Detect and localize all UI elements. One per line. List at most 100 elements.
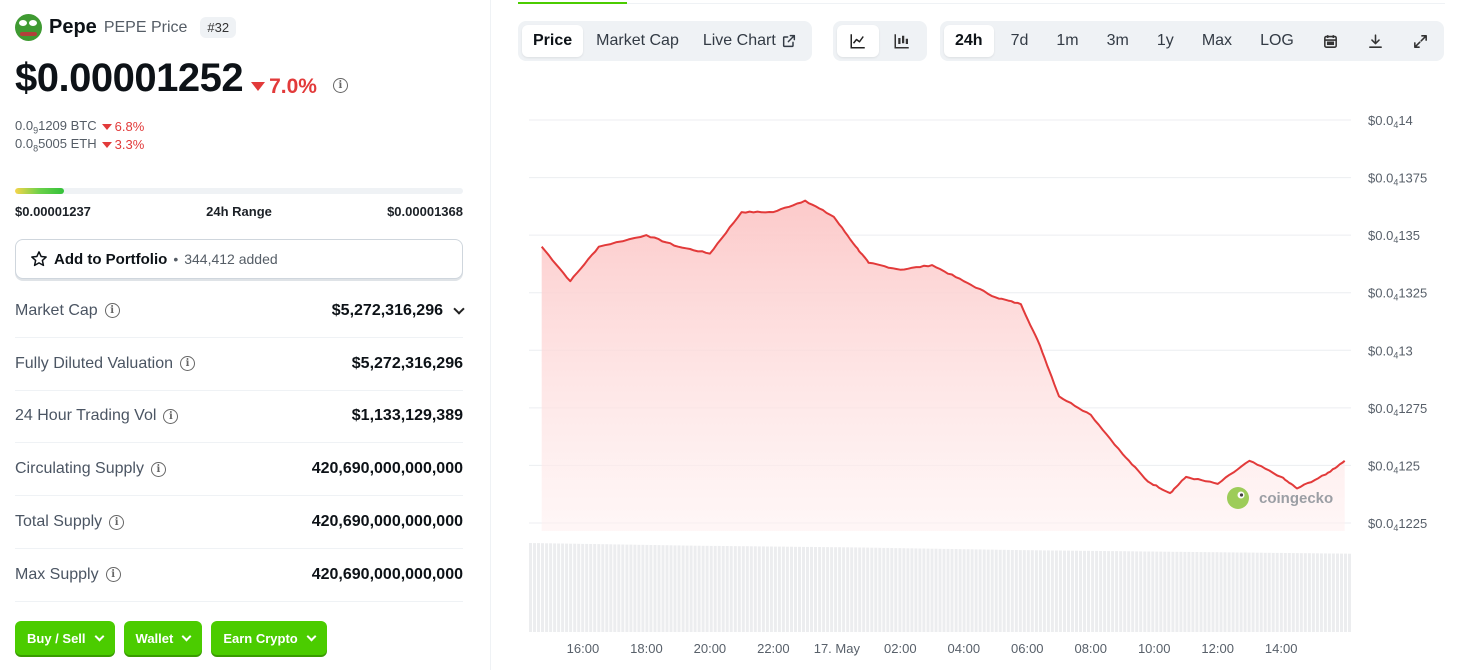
volume-bar [1319,553,1323,632]
price-row: $0.00001252 7.0% i [15,56,348,101]
tab-price[interactable]: Price [522,25,584,57]
range-1m[interactable]: 1m [1056,32,1079,49]
info-icon[interactable]: i [180,356,196,372]
volume-bar [1006,549,1010,632]
volume-bar [713,545,717,632]
volume-bar [689,545,693,632]
volume-bar [918,548,922,632]
x-tick-label: 02:00 [884,641,917,656]
y-tick-label: $0.0413 [1368,343,1413,360]
info-icon[interactable]: i [163,408,179,424]
stats-table: Market Cap i $5,272,316,296 Fully Diluted… [15,285,465,602]
info-icon[interactable]: i [332,78,348,93]
info-icon[interactable]: i [109,514,125,530]
tab-live-chart[interactable]: Live Chart [692,25,808,57]
volume-bar [902,548,906,632]
volume-bar [814,547,817,632]
volume-bar [633,544,637,632]
log-scale-toggle[interactable]: LOG [1260,32,1294,49]
x-tick-label: 20:00 [694,641,727,656]
stat-value: $5,272,316,296 [351,354,463,372]
line-chart-button[interactable] [837,25,879,57]
volume-bar [830,547,834,632]
volume-bar [1010,550,1014,632]
volume-bar [1099,551,1103,632]
range-3m[interactable]: 3m [1106,32,1129,49]
volume-bar [585,543,589,632]
volume-bar [826,547,830,632]
download-button[interactable] [1356,25,1395,57]
chart-type-toolbar: Price Market Cap Live Chart [518,21,812,61]
eth-price: 0.085005 ETH [15,136,97,154]
eth-price-row: 0.085005 ETH 3.3% [15,136,144,154]
volume-bar [593,544,597,632]
range-7d[interactable]: 7d [1010,32,1029,49]
volume-bar [701,545,705,632]
earn-crypto-button[interactable]: Earn Crypto [211,621,327,655]
range-24h[interactable]: 24h [944,25,994,57]
volume-bar [1243,552,1247,632]
x-tick-label: 08:00 [1074,641,1107,656]
price-chart[interactable]: $0.0414 $0.041375 $0.04135 $0.041325 $0.0413… [518,90,1445,668]
volume-bar [1207,552,1211,632]
volume-bar [597,544,601,632]
volume-bar [1311,553,1315,632]
fullscreen-button[interactable] [1401,25,1440,57]
volume-bar [850,547,854,632]
volume-bar [1127,551,1131,632]
chart-style-toolbar [833,21,927,61]
volume-bar [1034,550,1038,632]
volume-bar [1139,551,1143,632]
stat-value: $5,272,316,296 [331,301,443,319]
info-icon[interactable]: i [105,567,121,583]
volume-bar [1179,551,1183,632]
stat-label: Max Supply [15,565,99,583]
volume-bar [685,545,689,632]
chevron-down-icon[interactable] [453,303,465,315]
volume-bar [1002,549,1006,632]
volume-bar [1263,552,1267,632]
range-max[interactable]: Max [1201,32,1233,49]
volume-bar [765,546,769,632]
volume-bar [657,545,661,632]
range-bar [15,188,463,194]
volume-bar [870,547,874,632]
info-icon[interactable]: i [104,303,120,319]
volume-bar [794,546,797,632]
stat-label: Circulating Supply [15,460,144,478]
volume-bar [1123,551,1127,632]
info-icon[interactable]: i [150,461,166,477]
range-1y[interactable]: 1y [1156,32,1174,49]
volume-bar [822,547,826,632]
wallet-button[interactable]: Wallet [123,621,203,655]
volume-bar [541,543,544,632]
volume-bar [1287,553,1291,632]
price-change-24h: 7.0% [251,75,317,99]
line-chart-icon [850,34,865,49]
volume-bar [661,545,665,632]
volume-bar [589,544,593,632]
volume-bar [681,545,685,632]
x-axis-labels: 16:00 18:00 20:00 22:00 17. May 02:00 04:00 06:… [567,641,1298,656]
tab-market-cap[interactable]: Market Cap [596,32,679,49]
volume-bar [970,549,974,632]
buy-sell-button[interactable]: Buy / Sell [15,621,115,655]
candlestick-button[interactable] [881,25,923,57]
volume-bar [625,544,629,632]
add-to-portfolio-button[interactable]: Add to Portfolio • 344,412 added [15,239,463,279]
stat-label: Fully Diluted Valuation [15,354,174,372]
volume-bar [1143,551,1147,632]
x-tick-label: 16:00 [567,641,600,656]
y-axis-labels: $0.0414 $0.041375 $0.04135 $0.041325 $0.0413… [1368,113,1427,533]
volume-bar [950,549,954,632]
stat-value: 420,690,000,000,000 [311,460,463,478]
calendar-button[interactable] [1311,25,1350,57]
stat-label: Total Supply [15,513,103,531]
volume-bar [1255,552,1259,632]
volume-bar [990,549,994,632]
volume-bar [761,546,765,632]
volume-bar [846,547,850,632]
range-low: $0.00001237 [15,204,91,219]
current-price: $0.00001252 [15,56,244,100]
rank-badge: #32 [200,17,237,38]
